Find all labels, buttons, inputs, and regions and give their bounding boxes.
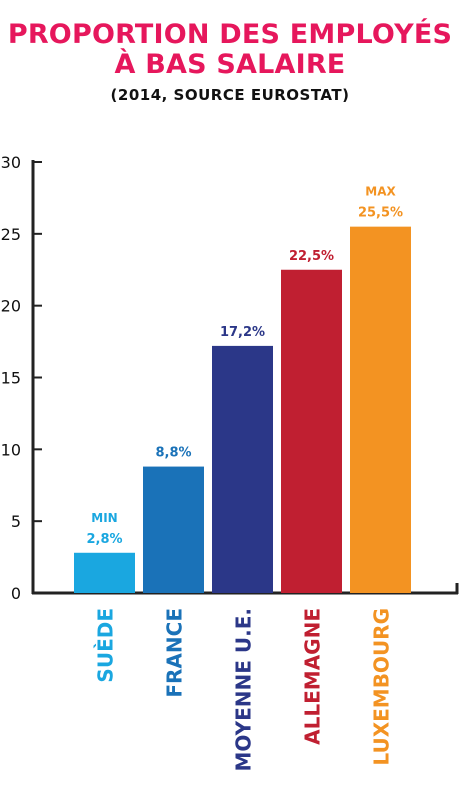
chart-title-line1: PROPORTION DES EMPLOYÉS <box>7 19 453 50</box>
bar-value-label: 8,8% <box>155 446 191 461</box>
y-tick-label: 30 <box>1 153 21 172</box>
category-label: LUXEMBOURG <box>370 608 394 766</box>
category-label: MOYENNE U.E. <box>232 608 256 772</box>
bar-2 <box>212 345 273 593</box>
chart-subtitle: (2014, SOURCE EUROSTAT) <box>110 86 350 104</box>
category-label: SUÈDE <box>94 608 118 683</box>
bar-value-label: 25,5% <box>358 206 403 221</box>
bar-value-label: 22,5% <box>289 249 334 264</box>
y-tick-label: 5 <box>11 512 21 531</box>
bar-4 <box>350 226 411 593</box>
y-tick-label: 0 <box>11 584 21 603</box>
bar-annotation: MAX <box>365 185 396 199</box>
category-label: ALLEMAGNE <box>301 608 325 745</box>
y-tick-label: 25 <box>1 225 21 244</box>
bar-0 <box>74 552 135 593</box>
y-tick-label: 10 <box>1 440 21 459</box>
bar-annotation: MIN <box>91 511 117 525</box>
bar-1 <box>143 466 204 593</box>
category-label: FRANCE <box>163 608 187 698</box>
chart-title-line2: À BAS SALAIRE <box>114 49 346 80</box>
y-tick-label: 20 <box>1 297 21 316</box>
bar-value-label: 2,8% <box>86 532 122 547</box>
bar-value-label: 17,2% <box>220 325 265 340</box>
y-tick-label: 15 <box>1 369 21 388</box>
bar-3 <box>281 269 342 593</box>
